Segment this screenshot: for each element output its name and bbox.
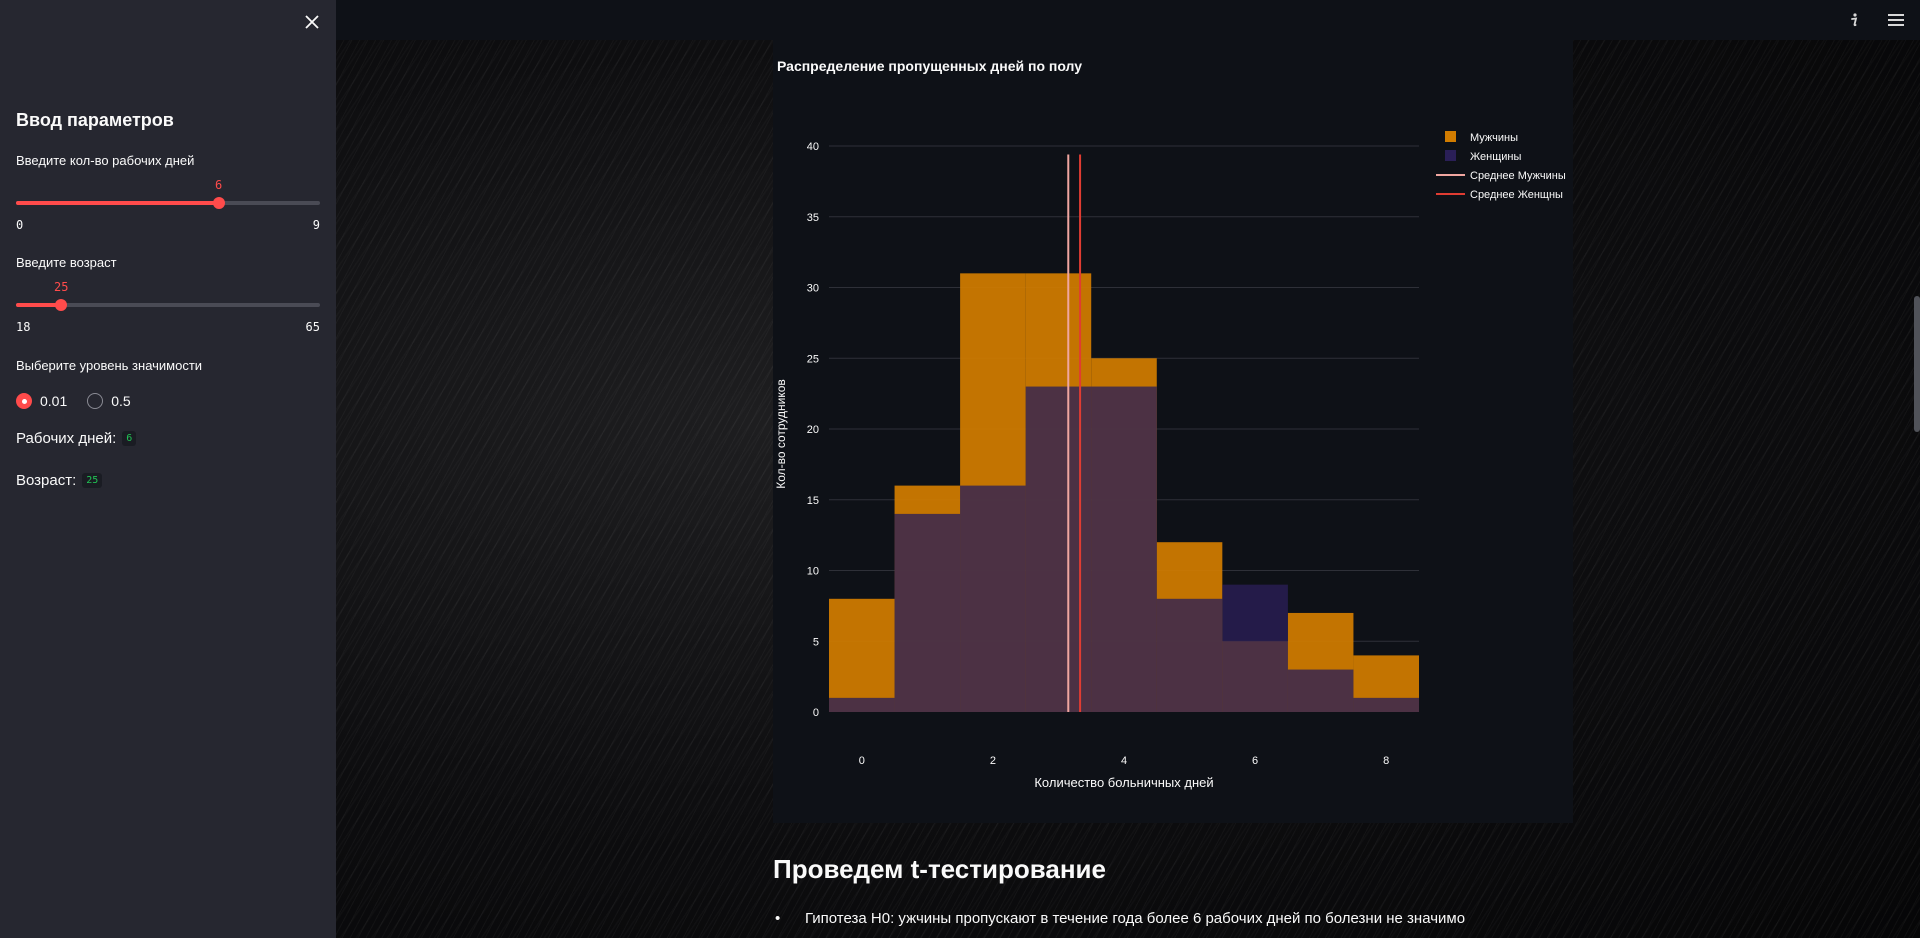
y-tick-label: 40 [807, 141, 819, 153]
bar-women [960, 485, 1026, 712]
legend-swatch [1445, 131, 1456, 142]
bar-women [1287, 669, 1354, 712]
bar-women [829, 697, 895, 712]
y-tick-label: 20 [807, 424, 819, 436]
close-icon[interactable] [300, 10, 324, 34]
radio-unselected-icon[interactable] [87, 393, 104, 409]
histogram-chart[interactable]: 0 5 10 15 20 25 30 35 40 0 2 4 6 8 Кол-во сотруднико… [773, 40, 1573, 823]
y-tick-label: 35 [807, 212, 819, 224]
bar-women [894, 513, 961, 712]
slider-max: 9 [312, 218, 320, 232]
age-output: Возраст: 25 [16, 472, 103, 489]
chart-legend: Мужчины Женщины Среднее Мужчины Среднее Жен… [1436, 131, 1566, 201]
radio-label: 0.5 [111, 393, 131, 409]
radio-label: 0.01 [40, 393, 68, 409]
slider-value: 25 [54, 280, 69, 294]
info-icon[interactable] [1842, 8, 1866, 32]
chart-title: Распределение пропущенных дней по полу [777, 58, 1083, 74]
y-axis-label: Кол-во сотрудников [774, 379, 788, 489]
x-tick-label: 0 [859, 755, 865, 767]
page-scrollbar[interactable] [1914, 296, 1920, 432]
x-tick-label: 8 [1383, 755, 1389, 767]
chart-panel: Распределение пропущенных дней по полу 0… [773, 40, 1573, 823]
workdays-output-label: Рабочих дней: [16, 430, 117, 447]
app-header [336, 0, 1920, 40]
slider-max: 65 [305, 320, 320, 334]
x-tick-label: 4 [1121, 755, 1127, 767]
bar-women [1091, 386, 1157, 712]
y-tick-label: 15 [807, 495, 819, 507]
age-slider-label: Введите возраст [16, 255, 117, 270]
workdays-slider[interactable]: 6 0 9 [16, 178, 320, 232]
x-axis-label: Количество больничных дней [1034, 775, 1213, 790]
age-output-label: Возраст: [16, 472, 77, 489]
legend-label: Среднее Женщны [1470, 189, 1563, 201]
legend-label: Женщины [1470, 151, 1521, 163]
age-output-value: 25 [82, 473, 103, 488]
bar-women [1156, 598, 1223, 712]
significance-radio-group: 0.01 0.5 [16, 390, 151, 412]
slider-min: 18 [16, 320, 31, 334]
hypothesis-bullet: • Гипотеза H0: ужчины пропускают в течен… [773, 910, 1465, 927]
legend-swatch [1445, 150, 1456, 161]
radio-selected-icon[interactable] [16, 393, 32, 409]
workdays-output-value: 6 [122, 431, 137, 446]
x-tick-labels: 0 2 4 6 8 [859, 755, 1390, 767]
section-title: Проведем t-тестирование [773, 854, 1106, 884]
hamburger-menu-icon[interactable] [1884, 8, 1908, 32]
workdays-output: Рабочих дней: 6 [16, 430, 137, 447]
y-tick-label: 10 [807, 566, 819, 578]
y-tick-labels: 0 5 10 15 20 25 30 35 40 [807, 141, 819, 719]
y-tick-label: 5 [813, 636, 819, 648]
legend-label: Среднее Мужчины [1470, 170, 1566, 182]
radio-option-001[interactable]: 0.01 [16, 393, 67, 409]
slider-fill [16, 303, 62, 307]
slider-fill [16, 201, 219, 205]
legend-label: Мужчины [1470, 132, 1518, 144]
y-tick-label: 25 [807, 353, 819, 365]
y-tick-label: 30 [807, 283, 819, 295]
workdays-slider-label: Введите кол-во рабочих дней [16, 153, 195, 168]
sidebar-title: Ввод параметров [16, 110, 174, 130]
bar-women [1222, 584, 1288, 712]
slider-thumb[interactable] [212, 197, 225, 209]
slider-min: 0 [16, 218, 24, 232]
y-tick-label: 0 [813, 707, 819, 719]
slider-thumb[interactable] [55, 299, 68, 311]
slider-track[interactable] [16, 303, 320, 307]
significance-label: Выберите уровень значимости [16, 358, 203, 373]
bar-women [1353, 697, 1419, 712]
bar-men [829, 598, 895, 712]
x-tick-label: 2 [990, 755, 996, 767]
age-slider[interactable]: 25 18 65 [16, 280, 320, 334]
mean-lines [1067, 154, 1082, 712]
bar-women [1025, 386, 1092, 712]
bullet-icon: • [775, 910, 781, 927]
sidebar: Ввод параметров Введите кол-во рабочих д… [0, 0, 336, 938]
slider-value: 6 [215, 178, 223, 192]
radio-option-05[interactable]: 0.5 [87, 393, 131, 409]
hypothesis-text: Гипотеза H0: ужчины пропускают в течение… [805, 910, 1466, 927]
x-tick-label: 6 [1252, 755, 1258, 767]
